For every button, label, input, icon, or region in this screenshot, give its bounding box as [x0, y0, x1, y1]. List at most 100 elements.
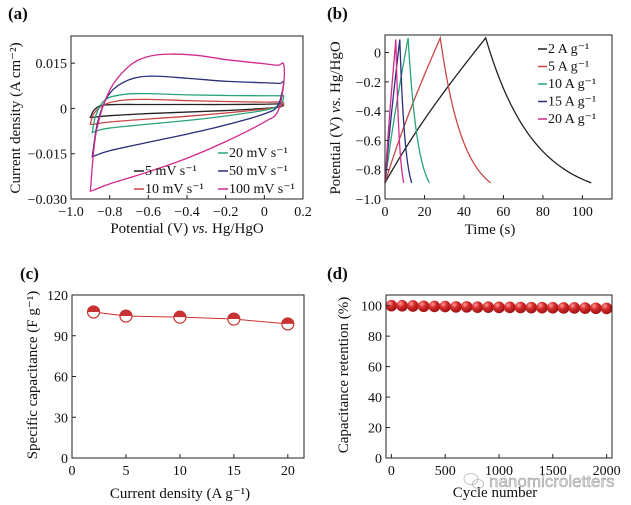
panel-d-x-ticks: 0 500 1000 1500 2000 — [388, 454, 621, 479]
panel-b-plot-frame — [384, 34, 613, 200]
data-point-marker-fill — [281, 317, 294, 324]
cv-curve — [89, 98, 285, 126]
data-point-marker — [547, 301, 559, 314]
data-point-marker — [428, 300, 441, 313]
data-point-marker — [600, 302, 613, 315]
cv-curve — [91, 92, 285, 134]
panel-a-x-axis-title: Potential (V) vs. Hg/HgO — [110, 221, 263, 237]
panel-b-y-ticks: 0 −0.2 −0.4 −0.6 −0.8 −1.0 — [356, 47, 389, 208]
panel-c-y-axis-title: Specific capacitance (F g⁻¹) — [25, 291, 41, 460]
y-tick-label: −0.8 — [356, 164, 381, 179]
data-point-marker — [460, 301, 473, 313]
panel-b-series — [384, 35, 592, 184]
x-tick-label: 20 — [417, 205, 431, 220]
panel-d-label: (d) — [327, 264, 348, 283]
panel-c-x-ticks: 0 5 10 15 20 — [69, 454, 295, 479]
x-tick-label: 0 — [69, 464, 76, 479]
data-point-marker — [396, 300, 408, 312]
panel-a-x-ticks: −1.0 −0.8 −0.6 −0.4 −0.2 0 0.2 — [58, 195, 312, 220]
x-tick-label: −0.4 — [174, 205, 199, 220]
panel-a-y-axis-title: Current density (A cm⁻²) — [8, 42, 24, 193]
panel-b-label: (b) — [327, 4, 348, 23]
panel-c-specific-capacitance: (c) 0 5 10 15 20 0 30 60 90 120 Current density … — [20, 264, 305, 502]
x-tick-label: 500 — [435, 464, 456, 479]
data-point-marker — [450, 301, 462, 313]
panel-d-plot-frame — [385, 294, 613, 459]
y-tick-label: 90 — [54, 330, 68, 345]
y-tick-label: 0 — [61, 452, 68, 467]
data-point-marker-fill — [227, 313, 240, 320]
legend-label: 20 mV s⁻¹ — [229, 146, 288, 161]
legend-label: 5 mV s⁻¹ — [145, 164, 197, 179]
panel-a-y-ticks: 0.015 0 −0.015 −0.030 — [28, 57, 75, 208]
x-tick-label: 60 — [496, 205, 510, 220]
panel-d-cycling-stability: (d) 0 500 1000 1500 2000 0 20 40 60 80 100 Cycle … — [327, 264, 621, 501]
data-point-marker — [503, 301, 516, 314]
data-point-marker — [407, 300, 419, 312]
data-point-marker — [568, 302, 581, 314]
x-tick-label: −0.8 — [97, 205, 122, 220]
panel-c-label: (c) — [20, 264, 39, 283]
y-tick-label: 0.015 — [36, 57, 68, 72]
x-tick-label: 5 — [122, 464, 129, 479]
data-point-marker — [471, 301, 484, 313]
y-tick-label: 20 — [368, 422, 382, 437]
panel-d-y-ticks: 0 20 40 60 80 100 — [361, 300, 390, 467]
panel-b-x-ticks: 0 20 40 60 80 100 — [382, 195, 593, 220]
y-tick-label: 30 — [54, 411, 68, 426]
y-tick-label: 40 — [368, 391, 382, 406]
panel-d-y-axis-title: Capacitance retention (%) — [336, 297, 352, 454]
gcd-curve — [384, 35, 492, 184]
panel-a-series — [89, 53, 286, 193]
panel-a-legend: 20 mV s⁻¹ 5 mV s⁻¹ 50 mV s⁻¹ 10 mV s⁻¹ 100 m… — [134, 146, 295, 197]
y-tick-label: −0.015 — [28, 148, 67, 163]
panel-d-x-axis-title: Cycle number — [453, 485, 538, 501]
data-point-marker — [385, 299, 398, 312]
data-point-marker-fill — [119, 310, 132, 317]
y-tick-label: 0 — [375, 452, 382, 467]
x-tick-label: 80 — [536, 205, 550, 220]
data-point-marker — [493, 301, 505, 314]
y-tick-label: −0.030 — [28, 193, 67, 208]
legend-label: 10 mV s⁻¹ — [145, 182, 204, 197]
y-tick-label: −0.2 — [356, 76, 381, 91]
legend-label: 15 A g⁻¹ — [548, 95, 596, 110]
y-tick-label: 120 — [47, 289, 68, 304]
data-point-marker-fill — [173, 311, 186, 318]
data-point-marker — [514, 301, 527, 314]
legend-label: 50 mV s⁻¹ — [229, 164, 288, 179]
x-tick-label: 40 — [457, 205, 471, 220]
panel-a-label: (a) — [8, 4, 28, 23]
x-tick-label: −0.2 — [213, 205, 238, 220]
y-tick-label: 80 — [368, 330, 382, 345]
watermark: nanomicroletters — [463, 472, 615, 491]
gcd-curve — [384, 39, 405, 184]
x-tick-label: 0.2 — [294, 205, 312, 220]
y-tick-label: −0.6 — [356, 134, 381, 149]
x-tick-label: 10 — [173, 464, 187, 479]
legend-label: 2 A g⁻¹ — [548, 42, 589, 57]
y-tick-label: 0 — [374, 47, 381, 62]
x-tick-label: 2000 — [593, 464, 621, 479]
data-point-marker-fill — [87, 305, 100, 312]
legend-label: 5 A g⁻¹ — [548, 60, 589, 75]
panel-b-legend: 2 A g⁻¹ 5 A g⁻¹ 10 A g⁻¹ 15 A g⁻¹ 20 A g⁻¹ — [538, 42, 596, 127]
x-tick-label: −1.0 — [58, 205, 83, 220]
panel-a-cv-curves: (a) −1.0 −0.8 −0.6 −0.4 −0.2 0 0.2 0.015 0 −0.01… — [8, 4, 312, 237]
data-point-marker — [557, 302, 570, 314]
data-point-marker — [579, 302, 591, 314]
y-tick-label: 0 — [60, 102, 67, 117]
panel-c-plot-frame — [71, 294, 305, 459]
panel-c-y-ticks: 0 30 60 90 120 — [47, 289, 76, 467]
x-tick-label: 0 — [261, 205, 268, 220]
x-tick-label: 100 — [572, 205, 593, 220]
panel-b-gcd-curves: (b) 0 20 40 60 80 100 0 −0.2 −0.4 −0.6 −0.8 −1.0 T… — [327, 4, 613, 238]
gcd-curve — [384, 39, 413, 184]
data-point-marker — [439, 300, 451, 313]
panel-b-x-axis-title: Time (s) — [465, 222, 516, 238]
x-tick-label: 0 — [382, 205, 389, 220]
data-point-marker — [536, 301, 548, 314]
x-tick-label: 0 — [388, 464, 395, 479]
y-tick-label: 60 — [54, 371, 68, 386]
